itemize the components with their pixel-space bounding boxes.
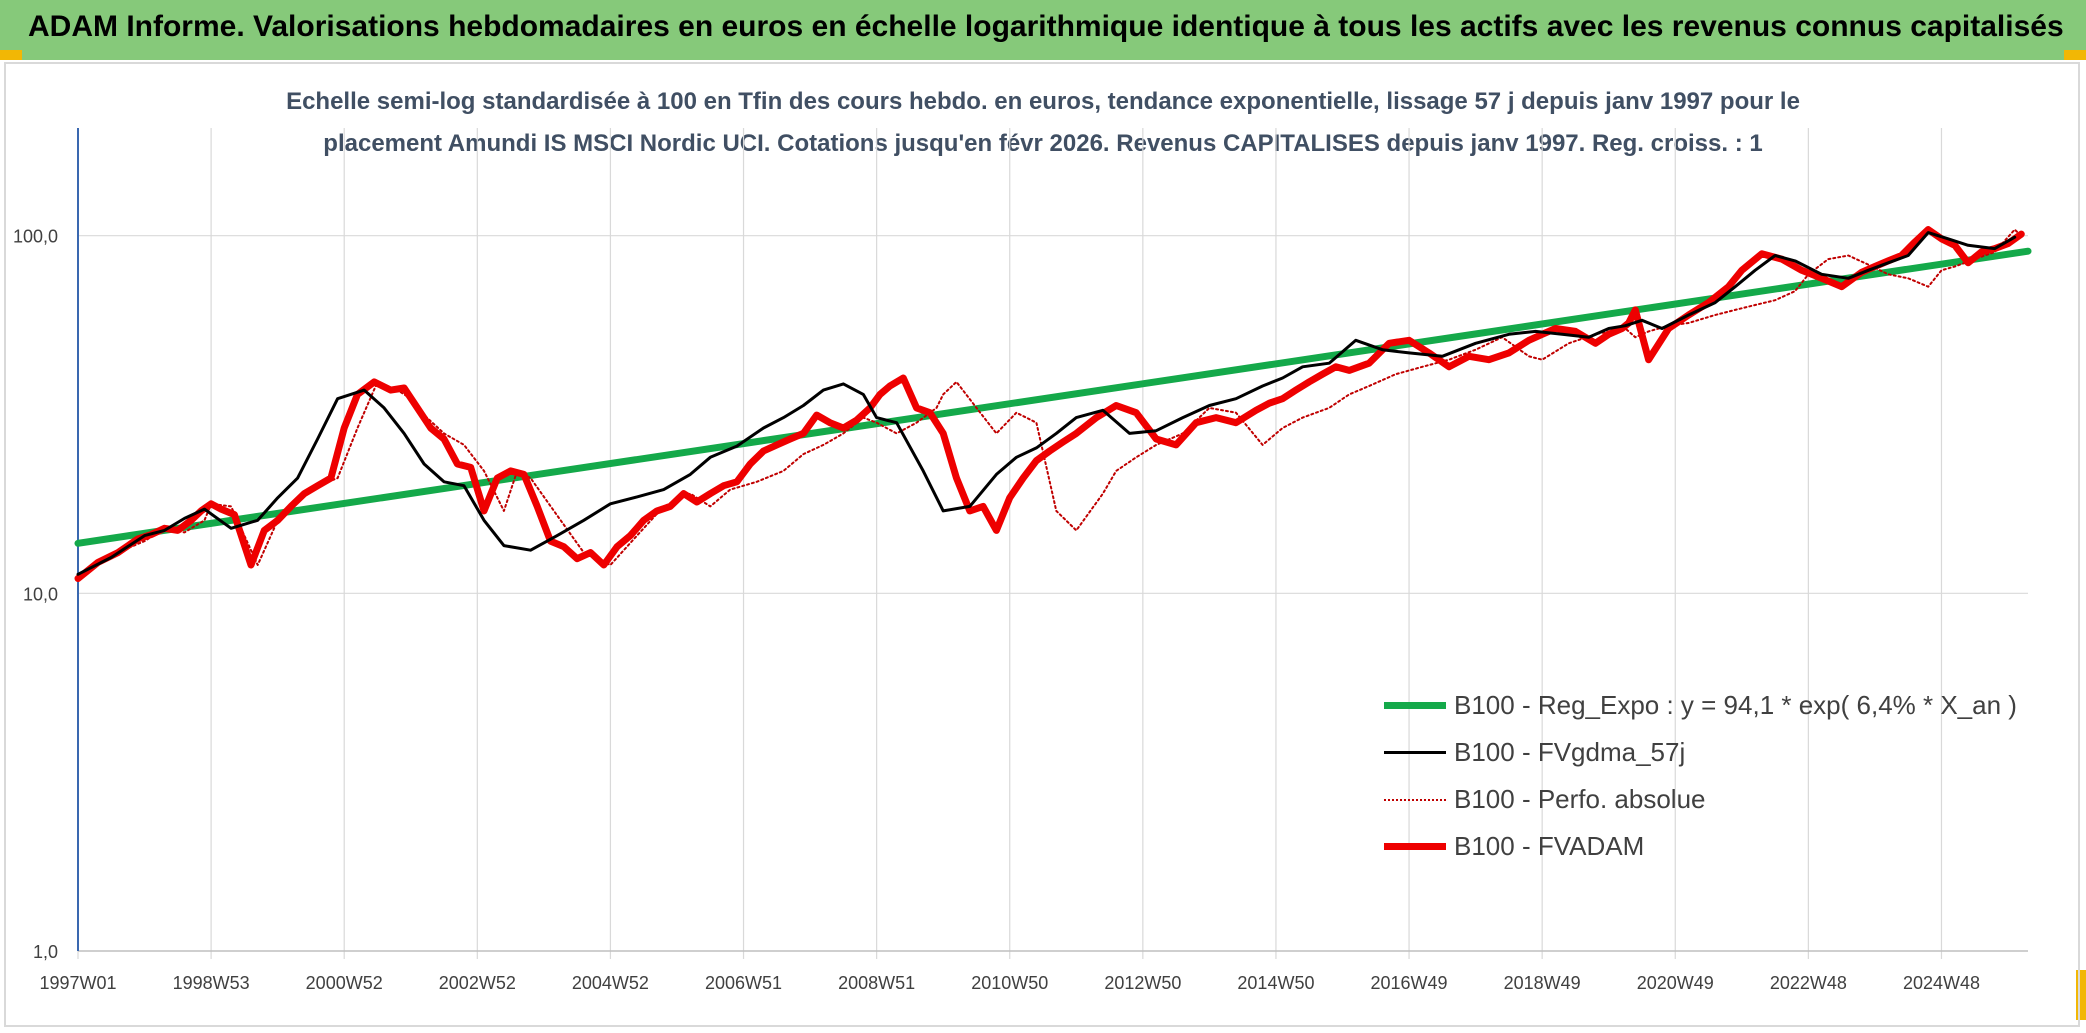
x-tick-label: 2010W50 [971,973,1048,993]
legend-swatch-fvadam [1384,843,1446,850]
axes: 1997W01 1998W53 2000W52 2002W52 2004W52 2006W… [13,128,2028,993]
series-line-reg-expo [74,247,2032,547]
legend-label-fvadam: B100 - FVADAM [1454,831,1645,861]
report-title: ADAM Informe. Valorisations hebdomadaire… [28,10,2064,43]
y-tick-label: 100,0 [13,227,58,247]
x-tick-label: 2022W48 [1770,973,1847,993]
corner-marker-bottom-right [2076,970,2086,1020]
legend-swatch-fvgdma [1384,751,1446,754]
series-line-fvgdma [76,231,2017,576]
legend-entry-reg-expo: B100 - Reg_Expo : y = 94,1 * exp( 6,4% *… [1384,682,2017,729]
legend-label-reg-expo: B100 - Reg_Expo : y = 94,1 * exp( 6,4% *… [1454,690,2017,720]
legend: B100 - Reg_Expo : y = 94,1 * exp( 6,4% *… [1384,682,2017,870]
x-tick-label: 2000W52 [306,973,383,993]
chart-frame [4,62,2080,1027]
chart-subtitle-line1: Echelle semi-log standardisée à 100 en T… [286,88,1800,115]
chart-subtitle-line2: placement Amundi IS MSCI Nordic UCI. Cot… [323,130,1763,157]
x-tick-label: 2020W49 [1637,973,1714,993]
x-tick-label: 2002W52 [439,973,516,993]
x-tick-label: 2018W49 [1504,973,1581,993]
y-tick-label: 1,0 [33,942,58,962]
legend-label-fvgdma: B100 - FVgdma_57j [1454,737,1686,767]
series-line-fvadam [74,226,2025,582]
grid-lines [78,128,2028,951]
x-tick-label: 2004W52 [572,973,649,993]
x-tick-label: 2012W50 [1104,973,1181,993]
x-tick-label: 2016W49 [1371,973,1448,993]
x-tick-label: 2006W51 [705,973,782,993]
x-tick-label: 1998W53 [173,973,250,993]
x-tick-label: 1997W01 [39,973,116,993]
x-tick-label: 2008W51 [838,973,915,993]
legend-swatch-reg-expo [1384,702,1446,709]
legend-entry-fvgdma: B100 - FVgdma_57j [1384,729,2017,776]
series-lines [74,226,2032,582]
corner-marker-right [2064,50,2086,60]
x-tick-label: 2024W48 [1903,973,1980,993]
y-tick-label: 10,0 [23,584,58,604]
corner-marker-left [0,50,22,60]
legend-entry-fvadam: B100 - FVADAM [1384,823,2017,870]
legend-entry-perfo: B100 - Perfo. absolue [1384,776,2017,823]
x-tick-label: 2014W50 [1237,973,1314,993]
report-header: ADAM Informe. Valorisations hebdomadaire… [0,0,2086,60]
legend-swatch-perfo [1384,798,1446,801]
legend-label-perfo: B100 - Perfo. absolue [1454,784,1706,814]
